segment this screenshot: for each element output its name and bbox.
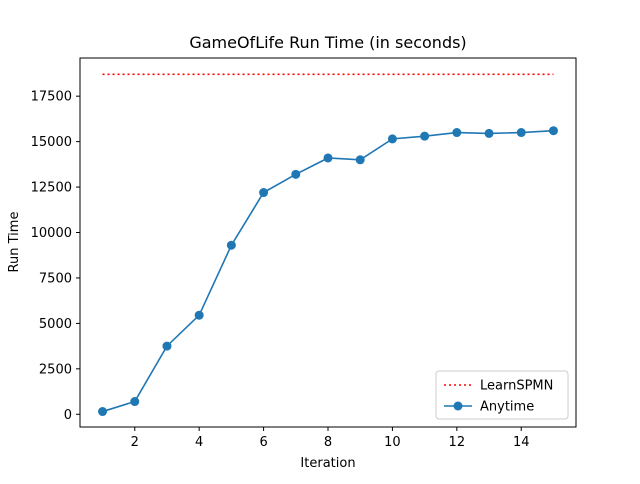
x-tick-label: 6 xyxy=(259,435,267,450)
y-tick-label: 17500 xyxy=(31,90,72,105)
data-point-anytime xyxy=(452,128,462,138)
y-tick-label: 15000 xyxy=(31,135,72,150)
y-tick-label: 7500 xyxy=(39,271,72,286)
data-point-anytime xyxy=(162,341,172,351)
y-tick-label: 2500 xyxy=(39,362,72,377)
data-point-anytime xyxy=(516,128,526,138)
data-point-anytime xyxy=(130,397,140,407)
y-tick-label: 10000 xyxy=(31,226,72,241)
data-point-anytime xyxy=(387,134,397,144)
x-tick-label: 12 xyxy=(449,435,466,450)
legend-marker-anytime xyxy=(453,401,463,411)
legend: LearnSPMN Anytime xyxy=(435,370,569,420)
x-axis-ticks: 2 4 6 8 10 12 14 xyxy=(131,427,530,450)
x-tick-label: 4 xyxy=(195,435,203,450)
plot-frame xyxy=(79,57,577,428)
data-point-anytime xyxy=(323,153,333,163)
x-tick-label: 8 xyxy=(324,435,332,450)
x-tick-label: 10 xyxy=(384,435,401,450)
data-point-anytime xyxy=(226,240,236,250)
series-layer xyxy=(98,73,558,417)
legend-label-learnspmn: LearnSPMN xyxy=(480,379,553,394)
y-tick-label: 12500 xyxy=(31,181,72,196)
data-point-anytime xyxy=(484,128,494,138)
data-point-anytime xyxy=(194,310,204,320)
y-axis-label: Run Time xyxy=(7,212,22,273)
y-tick-label: 5000 xyxy=(39,317,72,332)
legend-box xyxy=(435,370,569,420)
x-tick-label: 2 xyxy=(131,435,139,450)
y-axis-ticks: 0 2500 5000 7500 10000 12500 15000 17500 xyxy=(31,90,80,423)
x-axis-label: Iteration xyxy=(300,456,355,471)
data-point-anytime xyxy=(291,169,301,179)
legend-label-anytime: Anytime xyxy=(480,400,534,415)
data-point-anytime xyxy=(259,188,269,198)
data-point-anytime xyxy=(98,407,108,417)
data-point-anytime xyxy=(548,126,558,136)
x-tick-label: 14 xyxy=(513,435,530,450)
data-point-anytime xyxy=(420,131,430,141)
chart-title: GameOfLife Run Time (in seconds) xyxy=(189,33,466,52)
y-tick-label: 0 xyxy=(64,408,72,423)
data-point-anytime xyxy=(355,155,365,165)
